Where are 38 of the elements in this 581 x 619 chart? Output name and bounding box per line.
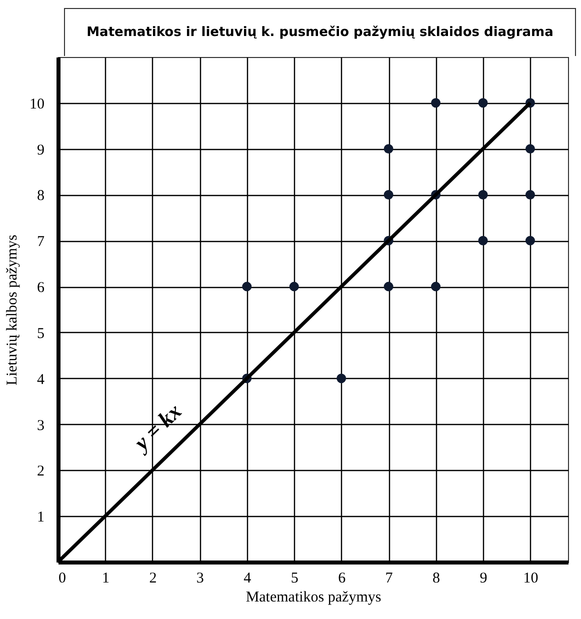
- point: [431, 282, 441, 292]
- y-tick-label: 2: [37, 464, 44, 480]
- point: [384, 190, 394, 200]
- x-tick-label: 4: [244, 570, 252, 586]
- x-tick-label: 7: [385, 570, 394, 586]
- y-tick-label: 3: [37, 418, 44, 434]
- chart-title: Matematikos ir lietuvių k. pusmečio pažymių sklaidos diagrama: [64, 8, 576, 56]
- point: [242, 282, 252, 292]
- y-tick-label: 9: [37, 142, 44, 158]
- x-tick-label: 8: [432, 570, 440, 586]
- point: [289, 282, 299, 292]
- y-tick-label: 1: [37, 510, 44, 526]
- point: [336, 374, 346, 384]
- y-tick-label: 10: [30, 96, 44, 112]
- point: [478, 190, 488, 200]
- y-tick-label: 4: [37, 372, 45, 388]
- x-tick-label: 0: [58, 570, 66, 586]
- point: [384, 282, 394, 292]
- x-tick-label: 1: [102, 570, 110, 586]
- point: [431, 98, 441, 108]
- y-axis-title: Lietuvių kalbos pažymys: [4, 234, 20, 386]
- point: [525, 144, 535, 154]
- point: [525, 190, 535, 200]
- point: [525, 236, 535, 246]
- x-tick-label: 2: [149, 570, 157, 586]
- y-tick-label: 8: [37, 188, 44, 204]
- x-tick-label: 9: [480, 570, 488, 586]
- y-tick-label: 7: [37, 234, 45, 250]
- x-tick-label: 10: [523, 570, 538, 586]
- point: [478, 236, 488, 246]
- x-tick-label: 5: [290, 570, 298, 586]
- y-tick-label: 5: [37, 326, 44, 342]
- x-tick-label: 3: [196, 570, 204, 586]
- x-tick-label: 6: [338, 570, 346, 586]
- point: [384, 144, 394, 154]
- point: [478, 98, 488, 108]
- x-axis-title: Matematikos pažymys: [246, 590, 382, 606]
- y-tick-label: 6: [37, 280, 45, 296]
